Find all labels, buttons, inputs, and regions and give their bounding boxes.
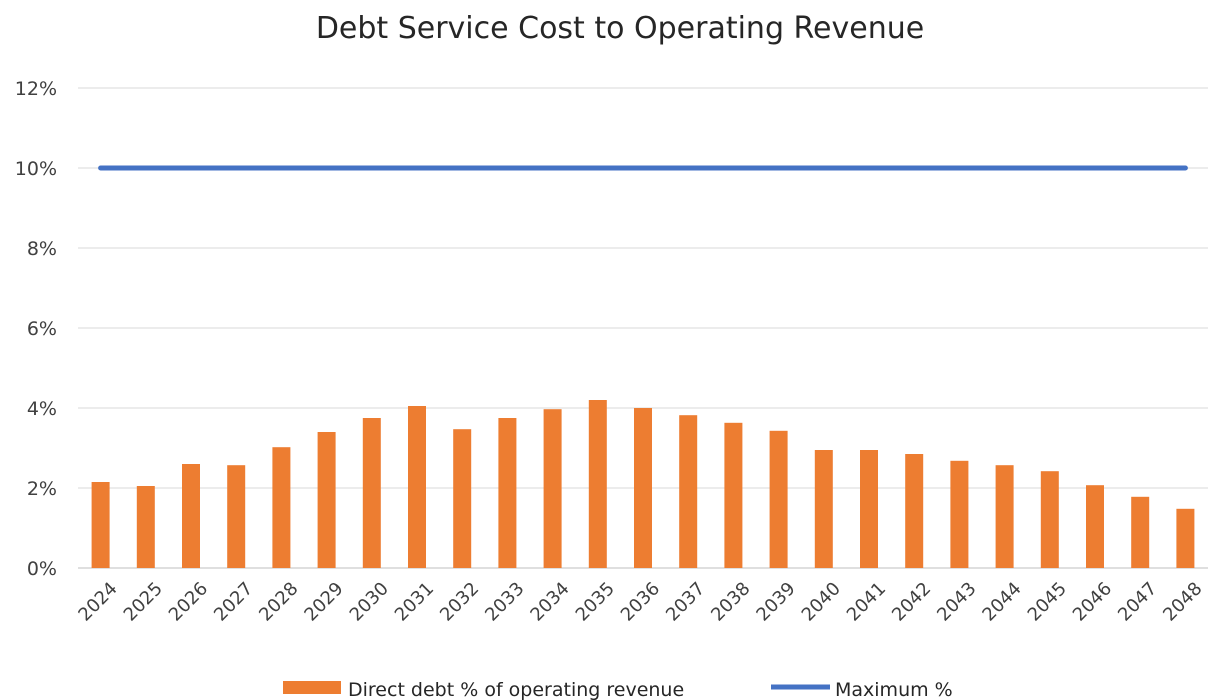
y-tick-label: 12% (15, 78, 57, 100)
bar (1040, 471, 1059, 568)
x-tick-label: 2043 (933, 578, 980, 625)
legend-label-bar: Direct debt % of operating revenue (348, 679, 684, 700)
bar (860, 450, 878, 568)
bar (950, 460, 969, 568)
x-tick-label: 2048 (1159, 578, 1206, 625)
y-tick-label: 4% (27, 398, 57, 420)
bar (91, 482, 110, 568)
y-tick-label: 10% (15, 158, 57, 180)
bar (543, 409, 562, 568)
x-tick-label: 2038 (707, 578, 754, 625)
bar (1176, 508, 1195, 568)
x-tick-label: 2034 (526, 578, 573, 625)
legend: Direct debt % of operating revenue Maxim… (283, 679, 953, 700)
x-tick-label: 2040 (798, 578, 845, 625)
legend-swatch-bar (283, 681, 341, 694)
x-tick-label: 2047 (1114, 578, 1161, 625)
x-tick-label: 2036 (617, 578, 664, 625)
y-tick-label: 2% (27, 478, 57, 500)
bar (1131, 496, 1150, 568)
x-tick-label: 2029 (300, 578, 347, 625)
y-axis: 0% 2% 4% 6% 8% 10% 12% (15, 78, 57, 580)
bar (408, 406, 426, 568)
bar (724, 422, 743, 568)
bar (272, 447, 291, 568)
bar (995, 465, 1014, 568)
bar (317, 432, 336, 568)
bar (227, 465, 246, 568)
bar (679, 415, 698, 568)
x-tick-label: 2039 (752, 578, 799, 625)
y-tick-label: 0% (27, 558, 57, 580)
bar (814, 450, 833, 568)
x-tick-label: 2032 (436, 578, 483, 625)
bar (1086, 485, 1104, 568)
bar (182, 464, 200, 568)
x-tick-label: 2045 (1024, 578, 1071, 625)
y-tick-label: 6% (27, 318, 57, 340)
x-tick-label: 2046 (1069, 578, 1116, 625)
x-tick-label: 2041 (843, 578, 890, 625)
x-tick-label: 2024 (74, 578, 121, 625)
x-tick-label: 2035 (572, 578, 619, 625)
legend-label-line: Maximum % (835, 679, 953, 700)
x-tick-label: 2031 (391, 578, 438, 625)
x-tick-label: 2033 (481, 578, 528, 625)
x-tick-label: 2030 (346, 578, 393, 625)
x-axis: 2024202520262027202820292030203120322033… (74, 578, 1206, 625)
bar (136, 486, 155, 568)
bar (634, 408, 652, 568)
y-tick-label: 8% (27, 238, 57, 260)
bar (498, 418, 517, 568)
x-tick-label: 2026 (165, 578, 212, 625)
x-tick-label: 2028 (255, 578, 302, 625)
bar (769, 430, 788, 568)
bar (362, 418, 381, 568)
x-tick-label: 2037 (662, 578, 709, 625)
chart-title: Debt Service Cost to Operating Revenue (316, 11, 924, 46)
x-tick-label: 2042 (888, 578, 935, 625)
bar (453, 429, 472, 568)
bar-series (91, 400, 1195, 568)
x-tick-label: 2044 (978, 578, 1025, 625)
x-tick-label: 2027 (210, 578, 257, 625)
bar (588, 400, 607, 568)
bar (905, 454, 924, 568)
x-tick-label: 2025 (120, 578, 167, 625)
